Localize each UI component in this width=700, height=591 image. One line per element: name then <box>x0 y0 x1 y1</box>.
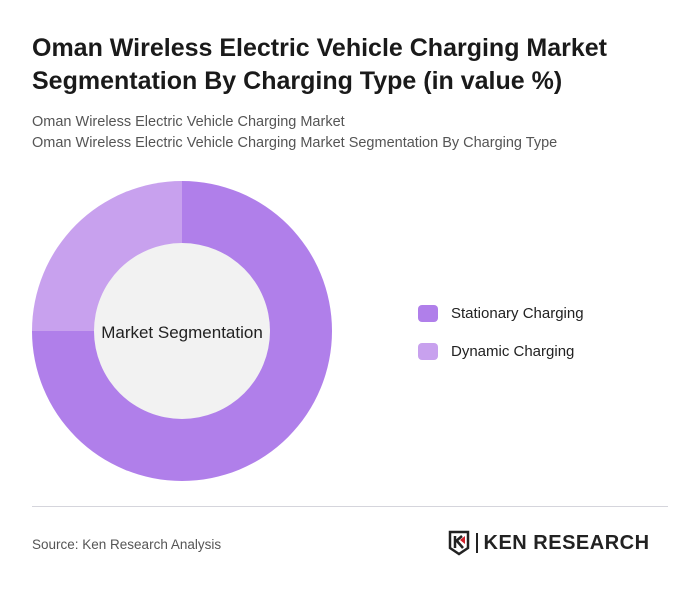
ken-research-logo: KEN RESEARCH <box>448 530 650 556</box>
chart-title: Oman Wireless Electric Vehicle Charging … <box>32 34 607 95</box>
logo-k-icon <box>448 530 470 556</box>
divider <box>32 506 668 507</box>
legend-label: Dynamic Charging <box>451 343 575 360</box>
donut-hole <box>94 243 270 419</box>
legend-swatch <box>418 343 438 360</box>
donut-chart: Market Segmentation <box>32 181 332 481</box>
logo-text: KEN RESEARCH <box>483 531 650 554</box>
legend-swatch <box>418 305 438 322</box>
center-label: Market Segmentation <box>101 323 263 342</box>
legend-item-stationary: Stationary Charging <box>418 305 584 322</box>
source-note: Source: Ken Research Analysis <box>32 537 222 552</box>
subtitle-1: Oman Wireless Electric Vehicle Charging … <box>32 114 345 130</box>
legend-item-dynamic: Dynamic Charging <box>418 343 574 360</box>
legend-label: Stationary Charging <box>451 305 584 322</box>
subtitle-2: Oman Wireless Electric Vehicle Charging … <box>32 135 558 151</box>
